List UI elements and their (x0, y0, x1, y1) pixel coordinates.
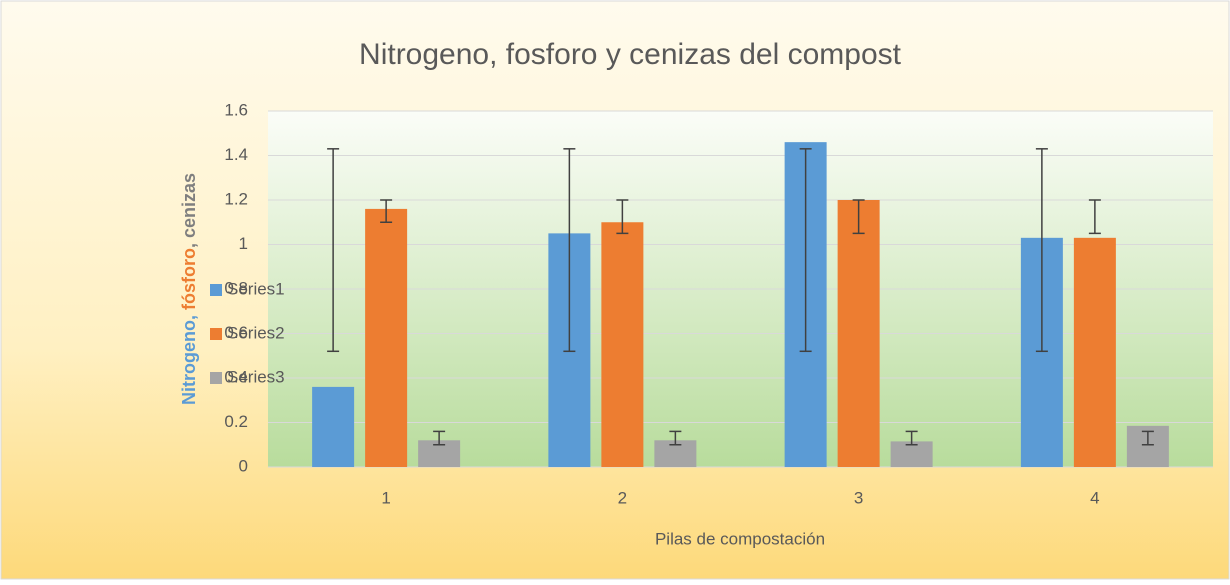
y-label-part: , (179, 310, 199, 320)
error-bar (905, 430, 918, 446)
bar (601, 222, 644, 467)
x-axis-label: Pilas de compostación (655, 529, 825, 548)
y-axis-label: Nitrogeno, fósforo, cenizas (179, 173, 199, 405)
y-tick-label: 1.6 (224, 100, 248, 119)
y-tick-label: 0.4 (224, 367, 248, 386)
error-bar (327, 148, 340, 353)
legend-label: Series1 (227, 279, 285, 298)
bar (890, 441, 933, 467)
bar (1073, 237, 1116, 467)
y-tick-label: 1.4 (224, 145, 248, 164)
y-tick-label: 1.2 (224, 189, 248, 208)
y-label-part: fósforo (179, 248, 199, 310)
x-tick-label: 3 (854, 488, 863, 507)
legend-label: Series2 (227, 323, 285, 342)
x-tick-label: 1 (381, 488, 390, 507)
error-bar (380, 199, 393, 223)
error-bar (563, 148, 576, 353)
error-bar (1035, 148, 1048, 353)
y-tick-label: 0 (239, 456, 248, 475)
bar (837, 200, 880, 467)
legend-swatch (210, 372, 222, 384)
error-bar (1088, 199, 1101, 235)
error-bar (433, 430, 446, 446)
bar (312, 386, 355, 467)
error-bar (852, 199, 865, 235)
legend-swatch (210, 328, 222, 340)
bar (365, 208, 408, 467)
y-tick-label: 1 (239, 234, 248, 253)
legend-swatch (210, 284, 222, 296)
error-bar (616, 199, 629, 235)
y-label-part: , cenizas (179, 173, 199, 248)
y-tick-label: 0.2 (224, 412, 248, 431)
x-tick-label: 4 (1090, 488, 1099, 507)
error-bar (669, 430, 682, 446)
error-bar (799, 148, 812, 353)
y-label-part: Nitrogeno (179, 320, 199, 405)
chart-title: Nitrogeno, fosforo y cenizas del compost (359, 38, 902, 71)
error-bar (1141, 430, 1154, 446)
x-tick-label: 2 (618, 488, 627, 507)
y-tick-label: 0.8 (224, 278, 248, 297)
y-tick-label: 0.6 (224, 323, 248, 342)
legend-label: Series3 (227, 367, 285, 386)
